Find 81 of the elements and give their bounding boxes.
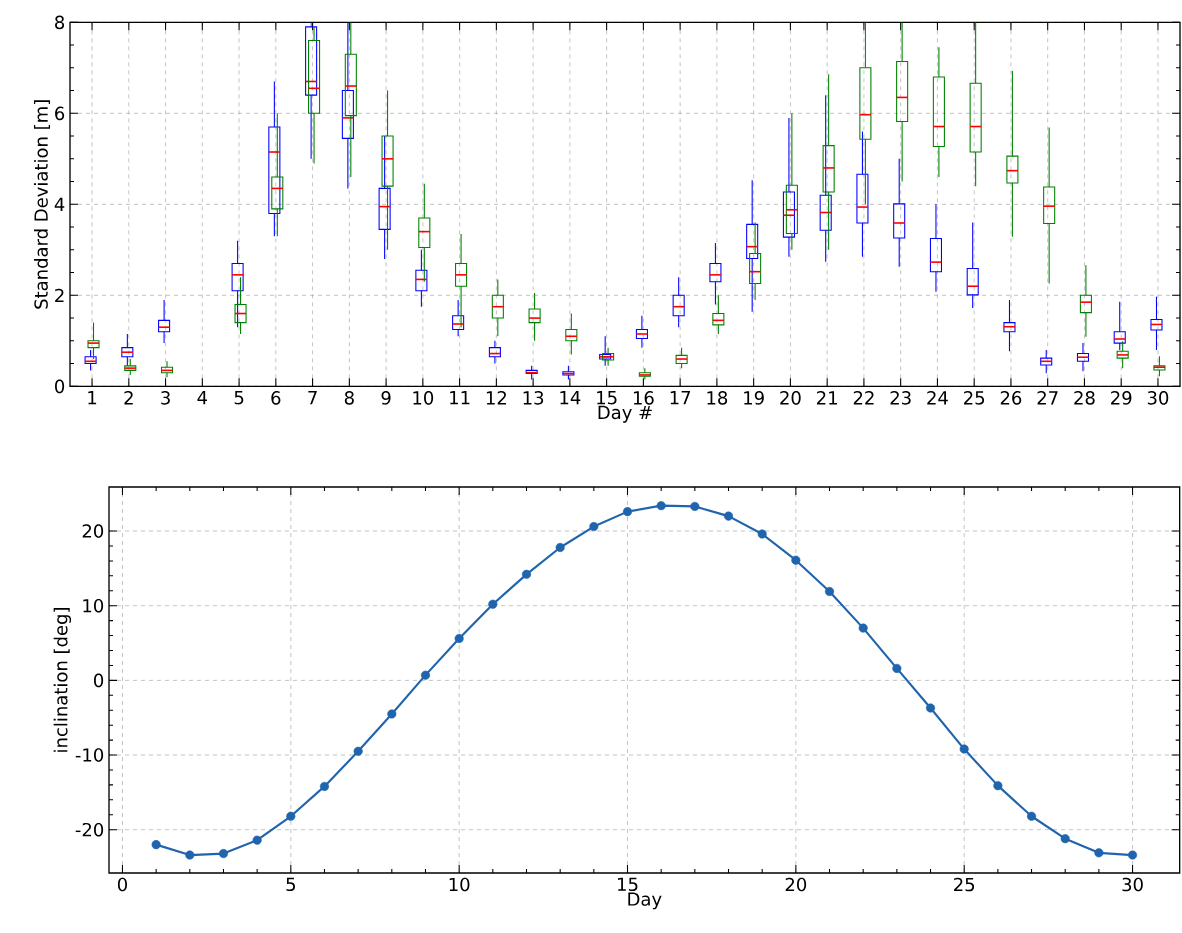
x-tick-label: 30 xyxy=(1147,391,1169,405)
point xyxy=(993,781,1003,791)
point xyxy=(723,511,734,521)
point xyxy=(420,670,431,680)
x-tick-label: 6 xyxy=(271,391,281,405)
point xyxy=(824,586,835,597)
point xyxy=(252,835,262,845)
x-tick-label: 9 xyxy=(381,391,391,405)
point xyxy=(521,569,532,579)
y-tick-label: -10 xyxy=(75,748,104,762)
x-tick-label: 24 xyxy=(927,391,948,405)
x-axis-title: Day # xyxy=(598,405,652,423)
x-tick-label: 18 xyxy=(707,391,728,405)
x-tick-label: 12 xyxy=(486,391,507,405)
point xyxy=(1128,850,1138,860)
x-tick-label: 30 xyxy=(1122,877,1143,892)
x-tick-label: 29 xyxy=(1111,391,1132,405)
x-tick-label: 5 xyxy=(286,877,295,892)
x-tick-label: 25 xyxy=(964,391,985,405)
y-tick-label: 8 xyxy=(55,15,65,30)
y-tick-label: 10 xyxy=(83,598,104,613)
point xyxy=(555,542,565,552)
y-tick-label: 20 xyxy=(82,524,104,538)
x-tick-label: 20 xyxy=(785,877,807,892)
x-tick-label: 23 xyxy=(890,391,911,405)
x-tick-label: 10 xyxy=(449,877,470,892)
point xyxy=(1027,811,1037,821)
y-tick-label: 4 xyxy=(54,197,65,211)
y-tick-label: 2 xyxy=(55,288,64,303)
x-tick-label: 28 xyxy=(1074,391,1095,405)
point xyxy=(185,850,195,860)
point xyxy=(353,746,363,756)
x-tick-label: 10 xyxy=(413,391,434,405)
x-tick-label: 14 xyxy=(560,391,581,405)
y-axis-title: inclination [deg] xyxy=(53,608,72,752)
point xyxy=(488,599,498,609)
point xyxy=(959,744,969,754)
y-tick-label: -20 xyxy=(75,822,104,837)
point xyxy=(1060,834,1070,844)
x-tick-label: 7 xyxy=(308,391,317,405)
point xyxy=(286,811,296,821)
x-tick-label: 27 xyxy=(1037,391,1058,405)
point xyxy=(319,781,330,791)
x-tick-label: 5 xyxy=(234,391,244,405)
x-tick-label: 8 xyxy=(344,391,354,405)
point xyxy=(589,522,599,532)
x-tick-label: 26 xyxy=(1000,391,1022,405)
x-tick-label: 19 xyxy=(744,391,764,405)
point xyxy=(791,555,801,565)
x-tick-label: 15 xyxy=(618,877,638,892)
point xyxy=(454,634,464,644)
x-tick-label: 11 xyxy=(450,391,470,405)
x-tick-label: 13 xyxy=(523,391,544,405)
y-axis-title: Standard Deviation [m] xyxy=(33,100,51,309)
point xyxy=(218,849,229,859)
y-tick-label: 0 xyxy=(55,379,65,394)
point xyxy=(858,623,868,633)
x-tick-label: 20 xyxy=(780,391,801,405)
x-tick-label: 0 xyxy=(117,877,128,892)
x-tick-label: 17 xyxy=(670,391,691,405)
x-tick-label: 2 xyxy=(124,391,133,405)
point xyxy=(757,529,767,539)
y-tick-label: 0 xyxy=(94,673,104,688)
point xyxy=(151,840,161,850)
y-tick-label: 6 xyxy=(55,106,65,121)
x-tick-label: 15 xyxy=(597,391,617,405)
x-tick-label: 16 xyxy=(633,391,654,405)
point xyxy=(925,703,936,713)
x-tick-label: 22 xyxy=(853,391,874,405)
x-tick-label: 4 xyxy=(197,391,208,405)
point xyxy=(387,709,397,719)
x-tick-label: 25 xyxy=(954,877,975,892)
point xyxy=(622,507,633,517)
x-tick-label: 3 xyxy=(161,391,170,405)
x-axis-title: Day xyxy=(628,892,662,910)
x-tick-label: 1 xyxy=(88,391,97,405)
point xyxy=(690,501,700,511)
point xyxy=(1094,848,1104,858)
x-tick-label: 21 xyxy=(817,391,837,405)
point xyxy=(892,663,902,673)
point xyxy=(656,501,666,511)
